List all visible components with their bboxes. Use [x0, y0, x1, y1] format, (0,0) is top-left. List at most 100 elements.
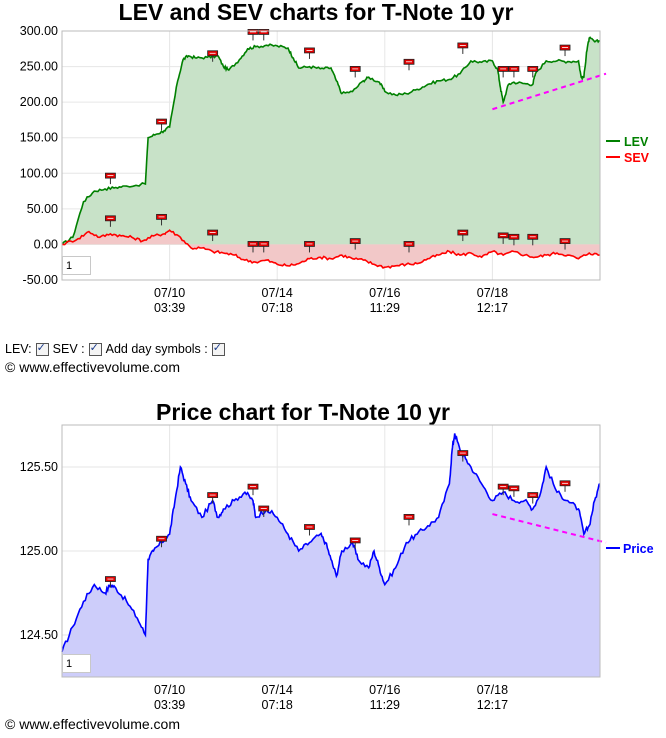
x-tick-time: 03:39: [154, 698, 185, 712]
day-symbol: [349, 537, 361, 549]
y-tick-label: 50.00: [27, 202, 58, 216]
x-tick-date: 07/18: [477, 286, 508, 300]
day-symbol: [258, 241, 270, 253]
chart-1-lines: [61, 36, 601, 269]
x-tick-date: 07/14: [262, 683, 293, 697]
day-symbol: [105, 215, 116, 227]
day-symbol: [349, 66, 361, 78]
copyright-1: © www.effectivevolume.com: [5, 359, 181, 375]
day-symbol: [207, 50, 219, 62]
day-symbol: [403, 514, 415, 526]
sev-area: [62, 230, 600, 268]
lev-sev-chart: LEV and SEV charts for T-Note 10 yr 300.…: [20, 0, 650, 315]
day-symbol: [105, 576, 116, 588]
price-legend-label: Price: [623, 542, 654, 556]
day-symbol: [497, 232, 509, 244]
day-symbol: [156, 535, 167, 548]
x-tick-time: 12:17: [477, 698, 508, 712]
price-trend-line: [492, 513, 607, 544]
day-symbol: [527, 233, 539, 246]
day-symbol: [497, 483, 509, 496]
y-tick-label: 125.50: [20, 460, 58, 474]
day-symbol: [508, 233, 520, 246]
x-tick-date: 07/16: [369, 286, 400, 300]
chart-1-day-symbols: [105, 29, 571, 253]
day-symbol: [527, 66, 539, 78]
x-tick-date: 07/14: [262, 286, 293, 300]
price-chart: Price chart for T-Note 10 yr 125.50 125.0…: [20, 399, 654, 712]
y-tick-label: 100.00: [20, 166, 58, 180]
day-symbol: [258, 29, 270, 41]
day-symbol: [207, 492, 219, 504]
x-tick-time: 11:29: [370, 301, 400, 315]
day-symbol: [508, 485, 520, 497]
day-symbol: [258, 505, 270, 517]
chart-1-plot-border: [61, 30, 601, 281]
y-tick-label: 250.00: [20, 60, 58, 74]
x-tick-time: 03:39: [154, 301, 185, 315]
day-symbol: [304, 524, 315, 536]
lev-legend-label: LEV: [624, 135, 649, 149]
chart-1-zoom-input[interactable]: 1: [62, 256, 91, 275]
price-line: [61, 433, 601, 653]
x-tick-time: 07:18: [262, 698, 293, 712]
sev-checkbox[interactable]: [88, 341, 102, 356]
day-symbol: [457, 229, 469, 242]
day-symbol: [247, 241, 259, 253]
chart-controls: LEV: SEV : Add day symbols :: [5, 341, 227, 356]
day-symbol: [457, 42, 469, 54]
sev-toggle-label: SEV :: [52, 342, 85, 356]
chart-2-title: Price chart for T-Note 10 yr: [156, 399, 450, 425]
x-tick-date: 07/10: [154, 683, 185, 697]
day-symbol: [508, 66, 520, 78]
day-symbol: [403, 241, 415, 253]
chart-2-y-ticks: 125.50 125.00 124.50: [20, 460, 58, 642]
day-symbol: [304, 47, 315, 59]
chart-1-title: LEV and SEV charts for T-Note 10 yr: [119, 0, 514, 25]
y-tick-label: 150.00: [20, 131, 58, 145]
lev-trend-line: [492, 72, 607, 111]
day-symbol: [559, 44, 571, 57]
day-symbol: [349, 238, 361, 250]
x-tick-date: 07/16: [369, 683, 400, 697]
x-tick-date: 07/10: [154, 286, 185, 300]
chart-1-areas: [62, 37, 600, 268]
price-area: [62, 433, 600, 677]
day-symbol: [304, 241, 315, 253]
chart-2-plot-border: [61, 424, 601, 678]
y-tick-label: 200.00: [20, 95, 58, 109]
day-symbol: [559, 238, 571, 250]
y-tick-label: 124.50: [20, 628, 58, 642]
day-symbol: [497, 66, 509, 78]
lev-toggle-label: LEV:: [5, 342, 32, 356]
chart-2-lines: [61, 433, 601, 653]
y-tick-label: 0.00: [34, 237, 58, 251]
day-symbols-toggle-label: Add day symbols :: [105, 342, 208, 356]
y-tick-label: 300.00: [20, 24, 58, 38]
x-tick-time: 07:18: [262, 301, 293, 315]
lev-line: [61, 36, 601, 245]
day-symbol: [527, 492, 539, 504]
y-tick-label: -50.00: [23, 273, 58, 287]
chart-1-y-ticks: 300.00 250.00 200.00 150.00 100.00 50.00 0.00 -…: [20, 24, 58, 287]
sev-legend-label: SEV: [624, 151, 650, 165]
lev-area: [62, 37, 600, 245]
day-symbol: [457, 450, 469, 462]
day-symbols-checkbox[interactable]: [211, 341, 225, 356]
x-tick-date: 07/18: [477, 683, 508, 697]
day-symbol: [105, 172, 116, 185]
day-symbol: [559, 480, 571, 492]
y-tick-label: 125.00: [20, 544, 58, 558]
chart-2-day-symbols: [105, 450, 571, 588]
chart-2-zoom-input[interactable]: 1: [62, 654, 91, 673]
day-symbol: [156, 118, 167, 131]
day-symbol: [207, 229, 219, 242]
sev-line: [61, 229, 600, 269]
x-tick-time: 11:29: [370, 698, 400, 712]
lev-checkbox[interactable]: [35, 341, 49, 356]
day-symbol: [247, 483, 259, 496]
chart-2-areas: [62, 433, 600, 677]
